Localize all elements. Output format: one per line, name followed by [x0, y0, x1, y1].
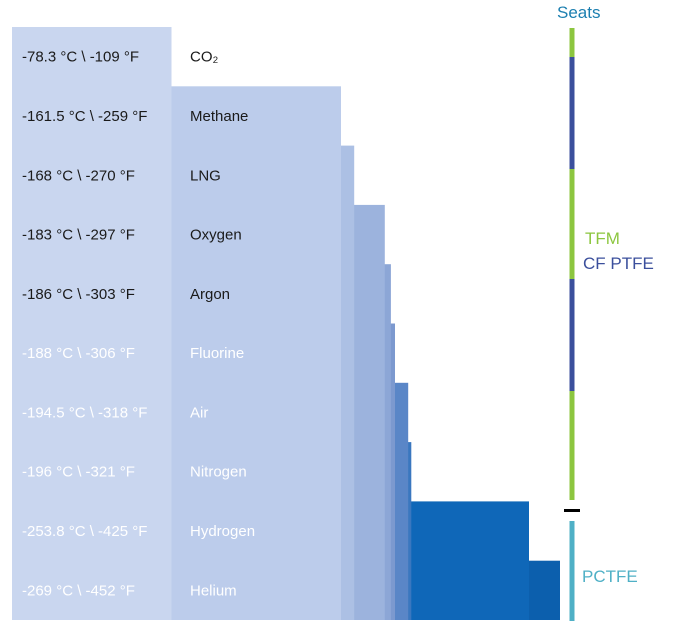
cf-ptfe-line-1	[569, 57, 575, 169]
temperature-label: -78.3 °C \ -109 °F	[22, 49, 139, 66]
seat-lines-group	[564, 28, 580, 621]
tfm-line-3	[569, 391, 575, 500]
bar-0	[12, 27, 172, 620]
temperature-label: -253.8 °C \ -425 °F	[22, 523, 147, 540]
tfm-line-1	[569, 28, 575, 57]
temperature-label: -194.5 °C \ -318 °F	[22, 404, 147, 421]
temperature-label: -188 °C \ -306 °F	[22, 345, 135, 362]
seat-label-tfm: TFM	[585, 229, 620, 248]
temperature-label: -186 °C \ -303 °F	[22, 286, 135, 303]
temperature-label: -196 °C \ -321 °F	[22, 464, 135, 481]
temperature-label: -183 °C \ -297 °F	[22, 227, 135, 244]
gas-name-label: Fluorine	[190, 345, 244, 362]
tfm-line-2	[569, 169, 575, 279]
bars-group: -78.3 °C \ -109 °F CO₂ -161.5 °C \ -259 °F…	[12, 27, 560, 621]
gas-name-label: Argon	[190, 286, 230, 303]
gas-name-label: CO₂	[190, 49, 219, 66]
gas-name-label: LNG	[190, 167, 221, 184]
seat-label-pctfe: PCTFE	[582, 567, 638, 586]
gas-name-label: Oxygen	[190, 227, 242, 244]
temperature-label: -269 °C \ -452 °F	[22, 582, 135, 599]
seat-divider-marker	[564, 509, 580, 512]
gas-name-label: Air	[190, 404, 208, 421]
temperature-label: -161.5 °C \ -259 °F	[22, 108, 147, 125]
seat-label-cf-ptfe: CF PTFE	[583, 254, 654, 273]
pctfe-line	[569, 521, 575, 621]
gas-name-label: Hydrogen	[190, 523, 255, 540]
seats-title: Seats	[557, 3, 601, 22]
cf-ptfe-line-2	[569, 279, 575, 391]
gas-name-label: Helium	[190, 582, 237, 599]
gas-name-label: Methane	[190, 108, 248, 125]
temperature-label: -168 °C \ -270 °F	[22, 167, 135, 184]
gas-name-label: Nitrogen	[190, 464, 247, 481]
